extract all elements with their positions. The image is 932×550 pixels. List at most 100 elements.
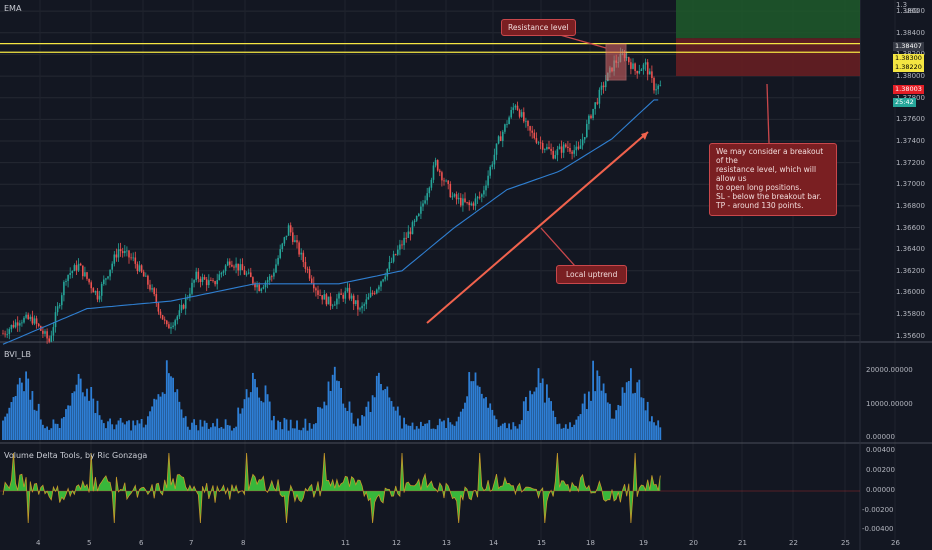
- candle-body: [90, 282, 92, 289]
- candle-body: [575, 146, 578, 151]
- price-tick: 1.36800: [896, 201, 925, 210]
- candle-body: [474, 198, 477, 206]
- candle-body: [258, 284, 260, 291]
- bvi-bar: [483, 398, 485, 440]
- bvi-bar: [159, 396, 162, 440]
- bvi-bar: [319, 407, 321, 440]
- bvi-bar: [562, 427, 565, 440]
- candle-body: [558, 146, 561, 150]
- candle-body: [579, 145, 582, 149]
- bvi-bar: [613, 418, 615, 440]
- bvi-bar: [214, 426, 216, 440]
- candle-body: [464, 198, 466, 202]
- bvi-pane-title[interactable]: BVI_LB: [4, 350, 32, 359]
- bvi-bar: [216, 418, 219, 440]
- bvi-bar: [539, 382, 542, 440]
- candle-body: [37, 323, 40, 327]
- candle-body: [422, 203, 424, 207]
- bvi-bar: [426, 423, 429, 440]
- bvi-bar: [312, 424, 315, 440]
- bvi-bar: [480, 393, 483, 440]
- uptrend-note-pointer: [540, 227, 576, 267]
- bvi-bar: [184, 416, 187, 440]
- bvi-bar: [81, 392, 84, 440]
- bvi-bar: [571, 427, 573, 440]
- bvi-bar: [533, 391, 536, 440]
- candle-body: [201, 277, 204, 283]
- bvi-bar: [640, 397, 643, 440]
- vdt-pane-title[interactable]: Volume Delta Tools, by Ric Gonzaga: [4, 451, 148, 460]
- bvi-bar: [90, 386, 93, 440]
- candle-body: [86, 272, 88, 279]
- bvi-bar: [340, 387, 342, 440]
- ema-indicator-label[interactable]: EMA: [4, 4, 22, 13]
- bvi-bar: [550, 401, 552, 440]
- bvi-bar: [191, 422, 193, 440]
- local-uptrend-note[interactable]: Local uptrend: [556, 265, 628, 284]
- bvi-bar: [12, 397, 15, 440]
- candle-body: [195, 271, 197, 281]
- candle-body: [342, 294, 344, 299]
- bvi-bar: [63, 416, 65, 440]
- candle-body: [115, 254, 118, 258]
- ema-line: [2, 99, 659, 345]
- bvi-bar: [531, 394, 534, 440]
- candle-body: [23, 317, 25, 323]
- bvi-bar: [447, 417, 450, 440]
- candle-body: [233, 266, 235, 268]
- candle-body: [415, 215, 418, 221]
- bvi-bar: [546, 384, 548, 440]
- price-tick: 1.36200: [896, 266, 925, 275]
- bvi-bar: [646, 401, 649, 440]
- bvi-bar: [445, 427, 447, 440]
- bvi-bar: [270, 420, 273, 440]
- bvi-bar: [98, 415, 101, 440]
- candle-body: [523, 112, 525, 122]
- bvi-bar: [411, 422, 414, 440]
- candle-body: [52, 327, 55, 336]
- bvi-bar: [396, 406, 399, 440]
- bvi-bar: [201, 426, 204, 440]
- candle-body: [392, 254, 395, 262]
- resistance-lines: [0, 43, 860, 53]
- bvi-bar: [224, 419, 227, 440]
- candle-body: [310, 278, 313, 284]
- candle-body: [296, 240, 298, 243]
- bvi-bar: [388, 397, 391, 440]
- candle-body: [327, 296, 330, 305]
- bvi-bar: [48, 429, 51, 440]
- price-tick: 1.35800: [896, 310, 925, 319]
- bvi-bar: [653, 422, 655, 440]
- bvi-bar: [260, 400, 263, 440]
- bvi-bar: [60, 418, 63, 440]
- candle-body: [226, 261, 229, 266]
- uptrend-arrow-line: [426, 131, 649, 324]
- bvi-bar: [8, 407, 11, 440]
- candle-body: [266, 280, 269, 283]
- bvi-bar: [291, 428, 294, 440]
- bvi-bar: [464, 402, 466, 440]
- trade-idea-note[interactable]: We may consider a breakout of the resist…: [709, 143, 837, 216]
- candle-body: [344, 291, 347, 299]
- bvi-bar: [401, 428, 403, 440]
- bvi-tick: 10000.00000: [866, 400, 913, 408]
- bvi-bar: [170, 376, 172, 440]
- resistance-level-note[interactable]: Resistance level: [501, 19, 576, 36]
- candle-body: [323, 294, 326, 300]
- time-tick: 7: [189, 539, 194, 547]
- idea-line: SL - below the breakout bar.: [716, 192, 822, 201]
- candle-body: [109, 269, 111, 277]
- candle-body: [46, 331, 48, 339]
- candle-body: [598, 89, 601, 104]
- bvi-bar: [390, 401, 393, 440]
- time-tick: 20: [689, 539, 698, 547]
- bvi-bar: [275, 429, 277, 440]
- time-tick: 21: [738, 539, 747, 547]
- candle-body: [149, 284, 151, 290]
- bvi-bar: [203, 420, 206, 440]
- candle-body: [359, 308, 361, 310]
- candle-body: [82, 265, 84, 277]
- price-tick: 1.38000: [896, 72, 925, 81]
- bvi-bar: [338, 381, 340, 440]
